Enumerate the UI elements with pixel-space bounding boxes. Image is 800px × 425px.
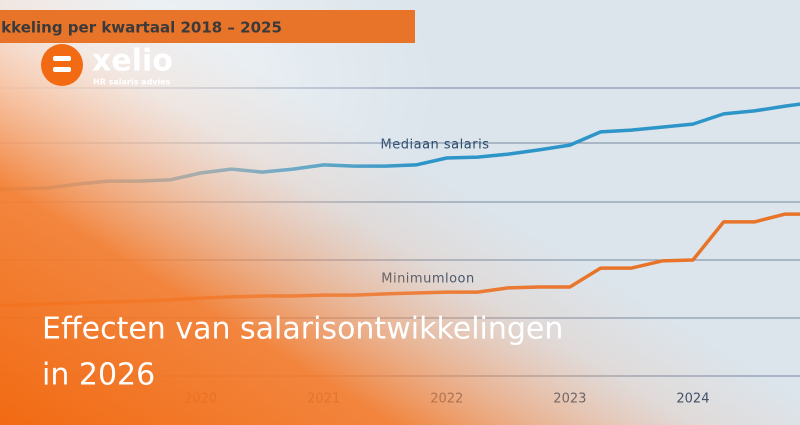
logo: xelio HR salaris advies <box>41 44 173 87</box>
logo-tagline: HR salaris advies <box>93 78 171 87</box>
logo-bar <box>53 67 71 72</box>
headline: Effecten van salarisontwikkelingen <box>42 312 563 347</box>
chart-title: ikkeling per kwartaal 2018 – 2025 <box>0 19 282 37</box>
logo-icon <box>41 44 83 86</box>
logo-name: xelio <box>92 44 173 79</box>
title-bar <box>0 10 415 43</box>
headline: in 2026 <box>42 358 155 393</box>
logo-bar <box>53 56 71 61</box>
